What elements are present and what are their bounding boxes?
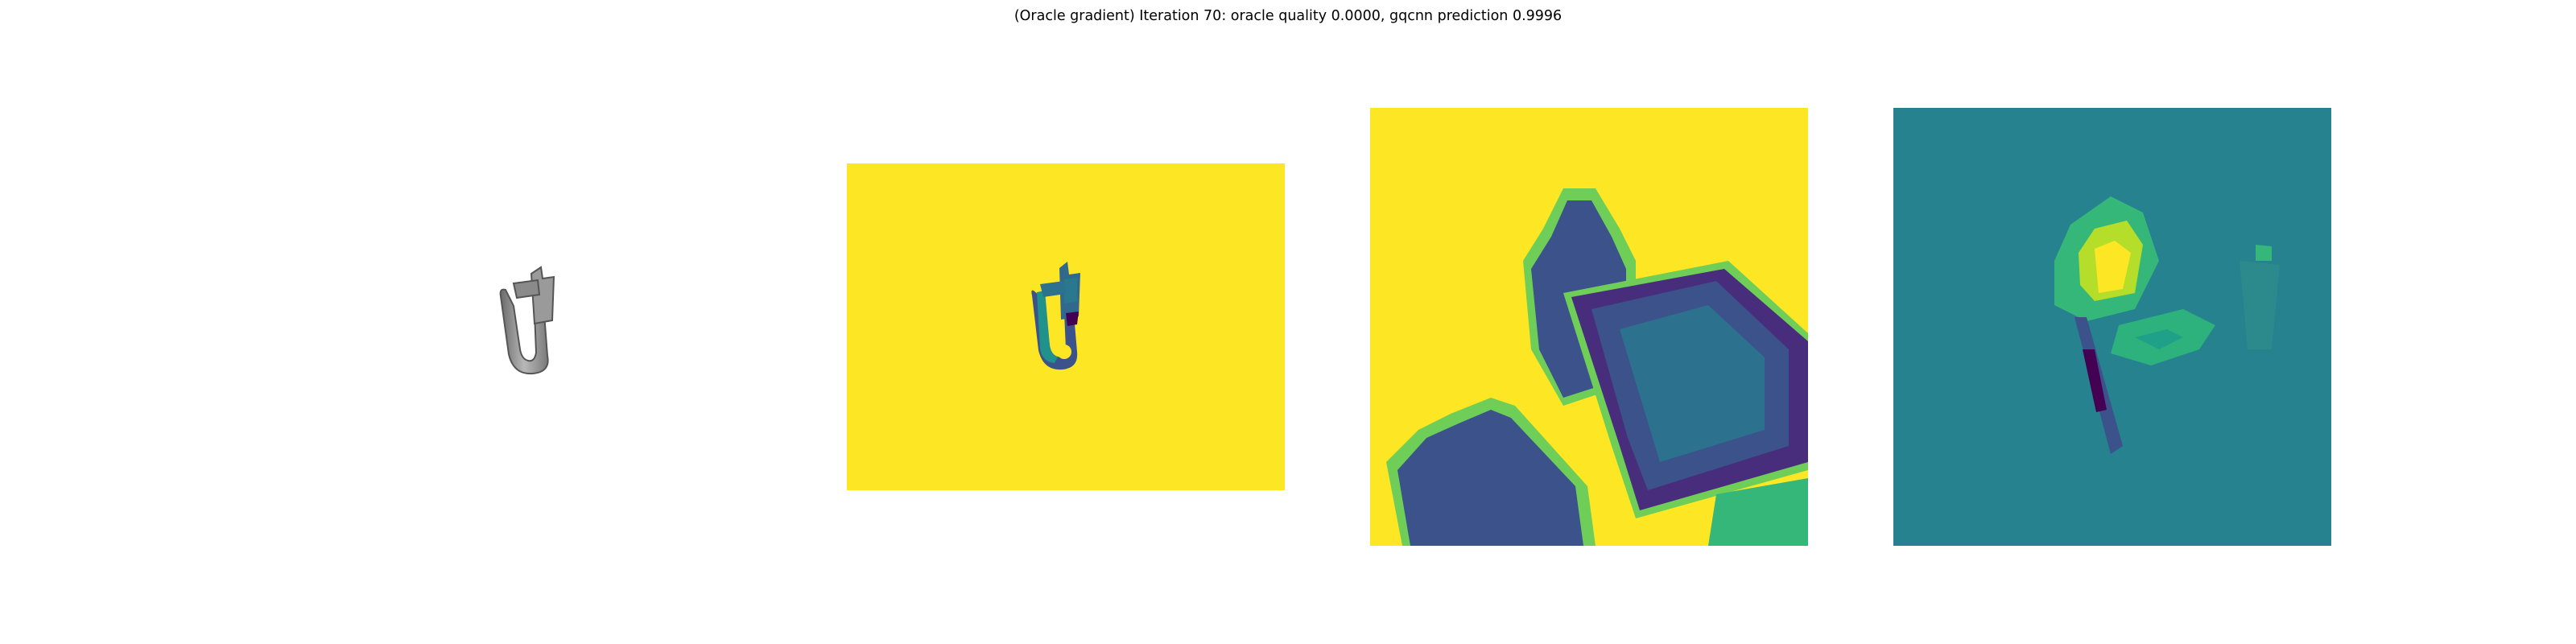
rendered-object-panel [451, 217, 644, 411]
oracle-gradient-panel [1893, 108, 2331, 546]
depth-crop-panel [1370, 108, 1808, 546]
depth-image-panel [847, 163, 1285, 490]
figure-title: (Oracle gradient) Iteration 70: oracle q… [1013, 8, 1563, 24]
oracle-gradient-image [1893, 108, 2331, 546]
rendered-object-image [499, 266, 555, 375]
depth-crop-image [1370, 108, 1808, 546]
depth-image [847, 163, 1285, 490]
